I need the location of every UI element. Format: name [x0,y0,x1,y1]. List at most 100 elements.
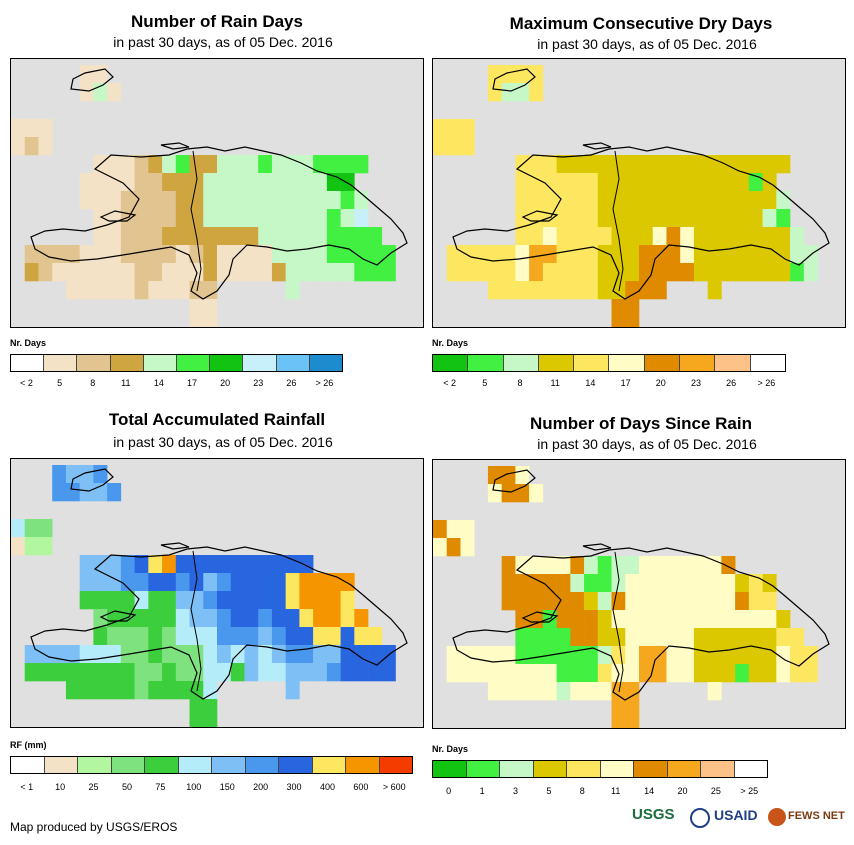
grid-cell [501,281,516,300]
grid-cell [258,609,273,628]
grid-cell [721,592,736,611]
grid-cell [203,699,218,718]
legend-tick-label: 8 [579,786,585,796]
legend-tick-label: 600 [353,782,369,792]
grid-cell [299,227,314,246]
legend-tick-label: 8 [517,378,523,388]
grid-cell [79,191,94,210]
grid-cell [556,209,571,228]
grid-cell [340,645,355,664]
grid-cell [748,664,763,683]
grid-cell [652,209,667,228]
grid-cell [584,263,599,282]
total-rainfall-map [11,465,408,727]
grid-cell [446,245,461,264]
grid-cell [107,483,122,502]
grid-cell [52,465,67,484]
grid-cell [460,520,475,539]
grid-cell [611,700,626,719]
legend-title: RF (mm) [10,740,47,750]
grid-cell [148,227,163,246]
grid-cell [203,173,218,192]
legend-tick-label: 150 [219,782,235,792]
grid-cell [735,191,750,210]
grid-cell [597,209,612,228]
grid-cell [299,663,314,682]
grid-cell [217,245,232,264]
grid-cell [271,591,286,610]
grid-cell [487,245,502,264]
legend-swatch [309,355,343,371]
grid-cell [258,155,273,174]
grid-cell [285,227,300,246]
grid-cell [79,465,94,484]
grid-cell [299,209,314,228]
grid-cell [271,645,286,664]
grid-cell [230,155,245,174]
grid-cell [217,209,232,228]
grid-cell [340,573,355,592]
grid-cell [762,574,777,593]
grid-cell [38,537,53,556]
grid-cell [65,681,80,700]
grid-cell [299,155,314,174]
legend-swatch [44,757,78,773]
grid-cell [515,191,530,210]
grid-cell [258,209,273,228]
grid-cell [652,227,667,246]
grid-cell [24,519,39,538]
legend-tick-label: 75 [155,782,166,792]
grid-cell [625,664,640,683]
grid-cell [175,245,190,264]
color-legend-bar [432,354,786,372]
grid-cell [24,245,39,264]
grid-cell [597,628,612,647]
legend-tick-label: 14 [644,786,655,796]
grid-cell [556,664,571,683]
grid-cell [501,83,516,102]
grid-cell [584,281,599,300]
legend-tick-label: < 1 [20,782,34,792]
legend-tick-label: 14 [585,378,596,388]
grid-cell [666,227,681,246]
grid-cell [584,610,599,629]
grid-cell [354,155,369,174]
grid-cell [501,245,516,264]
grid-cell [625,245,640,264]
grid-cell [515,209,530,228]
grid-cell [625,646,640,665]
grid-cell [134,173,149,192]
grid-cell [230,263,245,282]
grid-cell [597,281,612,300]
legend-tick-label: 1 [479,786,485,796]
grid-cell [680,556,695,575]
grid-cell [666,155,681,174]
grid-cell [313,263,328,282]
grid-cell [79,645,94,664]
legend-tick-label: 400 [319,782,335,792]
grid-cell [487,83,502,102]
grid-cell [639,556,654,575]
grid-cell [446,520,461,539]
coastline [492,68,536,92]
grid-cell [38,645,53,664]
grid-cell [487,682,502,701]
grid-cell [107,245,122,264]
grid-cell [693,263,708,282]
legend-swatch [110,355,144,371]
grid-cell [597,245,612,264]
grid-cell [258,573,273,592]
grid-cell [556,263,571,282]
grid-cell [285,263,300,282]
color-legend-bar [10,354,343,372]
grid-cell [93,681,108,700]
grid-cell [175,281,190,300]
legend-swatch [538,355,575,371]
grid-cell [611,155,626,174]
legend-swatch [276,355,310,371]
legend-swatch [177,355,211,371]
grid-cell [666,191,681,210]
legend-swatch [600,761,634,777]
grid-cell [625,574,640,593]
grid-cell [735,664,750,683]
